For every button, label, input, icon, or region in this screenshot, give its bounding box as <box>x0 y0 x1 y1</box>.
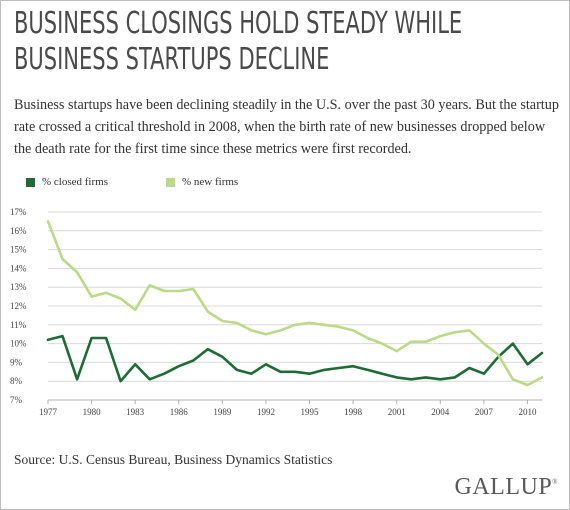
legend-item-new-firms: % new firms <box>166 176 238 188</box>
x-tick-label: 2010 <box>518 407 537 417</box>
series-line-closed-firms <box>46 334 544 383</box>
x-tick-label: 2001 <box>388 407 406 417</box>
legend-item-closed-firms: % closed firms <box>26 176 108 188</box>
x-tick-label: 1998 <box>344 407 363 417</box>
x-tick-label: 2007 <box>475 407 494 417</box>
x-tick-label: 1983 <box>126 407 145 417</box>
subtitle: Business startups have been declining st… <box>14 97 559 157</box>
page-title: BUSINESS CLOSINGS HOLD STEADY WHILE BUSI… <box>14 6 463 78</box>
x-tick-label: 1992 <box>257 407 275 417</box>
y-tick-label: 16% <box>10 226 27 236</box>
legend-label-closed-firms: % closed firms <box>42 176 108 188</box>
line-chart: 7%8%9%10%11%12%13%14%15%16%17% 1977 1980 1… <box>10 207 544 417</box>
registered-mark: ® <box>552 478 558 486</box>
y-tick-label: 17% <box>10 207 27 217</box>
source-note: Source: U.S. Census Bureau, Business Dyn… <box>14 452 333 467</box>
x-axis: 1977 1980 1983 1986 1989 1992 1995 1998 2001 2004… <box>39 399 542 417</box>
title-line-1: BUSINESS CLOSINGS HOLD STEADY WHILE <box>14 6 463 41</box>
y-tick-label: 7% <box>10 395 23 405</box>
title-line-2: BUSINESS STARTUPS DECLINE <box>14 42 330 77</box>
y-tick-label: 12% <box>10 301 27 311</box>
x-tick-label: 1980 <box>83 407 102 417</box>
legend-swatch-closed-firms <box>26 177 35 187</box>
legend-swatch-new-firms <box>166 177 175 187</box>
y-axis: 7% 8% 9% 10% 11% 12% 13% 14% 15% 16% 17% <box>10 207 27 405</box>
series-line-new-firms <box>46 220 544 387</box>
y-tick-label: 11% <box>10 320 27 330</box>
x-tick-label: 1977 <box>39 407 58 417</box>
y-tick-label: 14% <box>10 263 27 273</box>
x-tick-label: 2004 <box>431 407 450 417</box>
y-tick-label: 13% <box>10 282 27 292</box>
y-tick-label: 10% <box>10 339 27 349</box>
y-tick-label: 9% <box>10 357 23 367</box>
x-tick-label: 1995 <box>301 407 320 417</box>
chart-series <box>46 220 544 387</box>
gallup-logo: GALLUP® <box>455 474 559 501</box>
x-tick-label: 1986 <box>170 407 189 417</box>
gallup-logo-text: GALLUP <box>454 474 553 500</box>
y-tick-label: 8% <box>10 376 23 386</box>
legend-label-new-firms: % new firms <box>182 176 239 188</box>
y-tick-label: 15% <box>10 245 27 255</box>
x-tick-label: 1989 <box>213 407 232 417</box>
